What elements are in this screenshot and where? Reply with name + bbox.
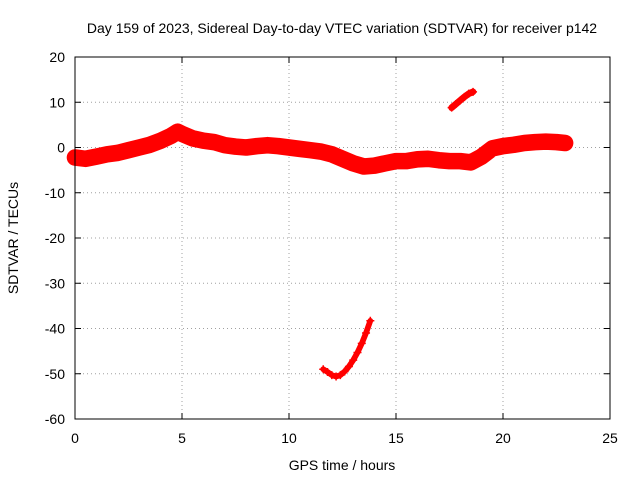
tick-labels: 0 5 10 15 20 25 -60 -50 -40 -30 -20 -10 0 10 20 [45,49,618,446]
data-point [362,329,371,338]
data-point [135,143,144,152]
y-tick-label: -30 [45,275,65,291]
data-point [167,131,176,140]
data-point [92,152,101,161]
data-point [370,161,379,170]
data-point [561,138,570,147]
data-point [424,154,433,163]
y-axis-label: SDTVAR / TECUs [5,182,21,294]
x-tick-label: 10 [281,430,297,446]
data-point [295,144,304,153]
data-point [145,140,154,149]
data-point [357,339,366,348]
y-tick-label: -60 [45,411,65,427]
data-point [210,138,219,147]
tick-marks [74,56,611,420]
x-axis-label: GPS time / hours [289,457,396,473]
chart-title: Day 159 of 2023, Sidereal Day-to-day VTE… [87,20,597,36]
series-lower-arc [320,317,374,380]
data-point [392,157,400,166]
data-point [344,362,353,371]
y-tick-label: -40 [45,321,65,337]
data-point [231,142,240,151]
data-point [319,365,328,374]
x-tick-label: 20 [495,430,511,446]
data-point [359,162,368,171]
data-point [499,142,507,151]
x-tick-label: 15 [388,430,404,446]
data-layer [66,87,574,381]
y-tick-label: 0 [57,140,65,156]
data-point [531,138,540,147]
data-point [509,140,518,149]
data-point [353,348,362,357]
grid-lines [75,57,610,419]
data-point [178,129,186,138]
data-point [199,136,208,145]
data-point [124,146,133,155]
y-tick-label: -20 [45,230,65,246]
data-point [336,371,345,380]
data-point [413,155,422,164]
data-point [402,157,411,166]
data-point [520,138,529,147]
data-point [477,152,486,161]
data-point [349,356,358,365]
data-point [381,159,390,168]
data-point [366,316,375,325]
data-point [464,89,473,98]
data-point [466,158,475,167]
x-tick-label: 5 [178,430,186,446]
data-point [113,148,122,157]
data-point [306,146,315,155]
data-point [451,100,460,109]
y-tick-label: -10 [45,185,65,201]
data-point [469,87,478,96]
y-tick-label: 10 [49,94,65,110]
data-point [317,147,326,156]
x-tick-label: 0 [71,430,79,446]
data-point [173,127,182,136]
data-point [332,372,341,381]
data-point [242,143,251,152]
data-point [340,367,349,376]
data-point [252,142,261,151]
data-point [552,138,561,147]
data-point [263,141,272,150]
data-point [188,134,197,143]
data-point [285,143,293,152]
data-point [541,137,550,146]
data-point [274,142,283,151]
data-point [327,150,336,159]
data-point [434,156,443,165]
x-tick-label: 25 [602,430,618,446]
data-point [460,92,469,101]
data-point [445,157,454,166]
data-point [81,154,90,163]
data-point [327,371,336,380]
data-point [456,96,465,105]
data-point [323,367,332,376]
y-tick-label: 20 [49,49,65,65]
data-point [488,144,497,153]
data-point [103,150,112,159]
data-point [456,157,465,166]
data-point [220,141,229,150]
y-tick-label: -50 [45,366,65,382]
data-point [447,103,456,112]
data-point [338,154,347,163]
data-point [349,159,358,168]
data-point [156,136,165,145]
